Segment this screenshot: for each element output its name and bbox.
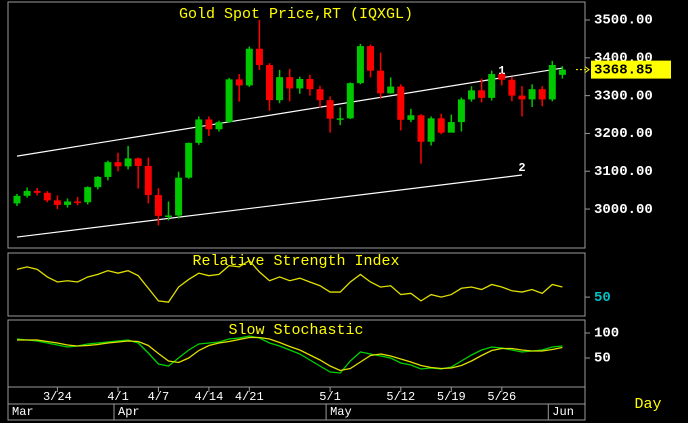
x-tick-label: 4/1 xyxy=(107,390,129,404)
y-tick-label: 50 xyxy=(594,290,611,306)
last-price-arrowhead xyxy=(584,66,590,73)
trendline-label: 1 xyxy=(498,64,505,78)
last-price-box xyxy=(591,60,671,79)
candle-body xyxy=(74,201,82,203)
y-tick-label: 50 xyxy=(594,351,611,367)
candle-body xyxy=(346,83,354,119)
y-tick-label: 3000.00 xyxy=(594,202,653,218)
period-label: Day xyxy=(634,396,661,413)
candle-body xyxy=(255,48,263,66)
candle-body xyxy=(215,122,223,130)
candle-body xyxy=(286,77,294,89)
candle-body xyxy=(33,190,41,193)
x-tick-label: 5/12 xyxy=(386,390,415,404)
candle-body xyxy=(518,95,526,100)
last-price-label: 3368.85 xyxy=(594,62,653,78)
candle-body xyxy=(296,78,304,89)
candle-body xyxy=(498,74,506,80)
candle-body xyxy=(306,78,314,90)
candle-body xyxy=(457,99,465,123)
trendline-label: 2 xyxy=(518,161,525,175)
price-panel xyxy=(7,1,586,249)
candle-body xyxy=(356,46,364,84)
candle-body xyxy=(336,118,344,120)
candle-body xyxy=(144,165,152,196)
candle-body xyxy=(397,86,405,120)
indicator-line xyxy=(16,335,563,374)
candle-body xyxy=(64,201,71,205)
candle-body xyxy=(377,70,385,94)
x-tick-label: 3/24 xyxy=(43,390,72,404)
candle-body xyxy=(538,89,546,100)
candle-body xyxy=(508,79,516,96)
y-tick-label: 3500.00 xyxy=(594,13,653,29)
indicator-line xyxy=(16,259,563,303)
trendline xyxy=(16,174,523,238)
candle-body xyxy=(165,215,172,217)
candle-body xyxy=(175,177,183,216)
y-tick-label: 100 xyxy=(594,326,619,342)
candle-body xyxy=(235,79,243,86)
y-tick-label: 3200.00 xyxy=(594,126,653,142)
chart-title: Gold Spot Price,RT (IQXGL) xyxy=(179,6,413,23)
x-tick-label: 5/19 xyxy=(437,390,466,404)
panel-title: Slow Stochastic xyxy=(228,322,363,339)
candle-body xyxy=(276,77,284,101)
candle-body xyxy=(387,86,395,94)
candle-body xyxy=(437,118,445,133)
candle-body xyxy=(417,115,425,142)
y-tick-label: 3100.00 xyxy=(594,164,653,180)
month-label: May xyxy=(330,405,352,419)
candle-body xyxy=(548,65,556,100)
candle-body xyxy=(114,162,122,167)
candle-body xyxy=(154,195,162,216)
x-tick-label: 4/14 xyxy=(194,390,223,404)
candle-body xyxy=(488,74,496,98)
candle-body xyxy=(23,190,31,196)
candle-body xyxy=(478,90,486,98)
candle-body xyxy=(407,115,415,120)
month-label: Mar xyxy=(12,405,34,419)
x-tick-label: 5/26 xyxy=(487,390,516,404)
indicator-line xyxy=(17,336,563,372)
candle-body xyxy=(528,89,536,100)
candle-body xyxy=(427,118,435,142)
candle-body xyxy=(104,162,112,177)
candle-body xyxy=(205,119,213,130)
candle-body xyxy=(367,46,374,71)
candle-body xyxy=(468,90,475,100)
candle-body xyxy=(447,122,455,133)
candle-body xyxy=(326,100,334,119)
candle-body xyxy=(134,158,142,166)
candle-body xyxy=(53,200,61,205)
candle-body xyxy=(316,89,324,101)
candle-body xyxy=(94,176,102,188)
candle-body xyxy=(245,48,253,86)
candle-body xyxy=(13,195,21,204)
month-label: Apr xyxy=(118,405,140,419)
x-tick-label: 5/1 xyxy=(319,390,341,404)
panel-title: Relative Strength Index xyxy=(192,253,399,270)
trendline xyxy=(16,67,563,157)
candle-body xyxy=(195,119,203,143)
rsi-panel xyxy=(7,252,586,317)
candle-body xyxy=(43,192,51,201)
candle-body xyxy=(84,187,92,203)
x-tick-label: 4/21 xyxy=(235,390,264,404)
month-label: Jun xyxy=(552,405,574,419)
candle-body xyxy=(225,79,233,123)
candle-body xyxy=(558,69,566,75)
y-tick-label: 3300.00 xyxy=(594,88,653,104)
candle-body xyxy=(185,142,193,178)
candle-body xyxy=(124,158,132,167)
candle-body xyxy=(266,65,273,101)
x-tick-label: 4/7 xyxy=(148,390,170,404)
